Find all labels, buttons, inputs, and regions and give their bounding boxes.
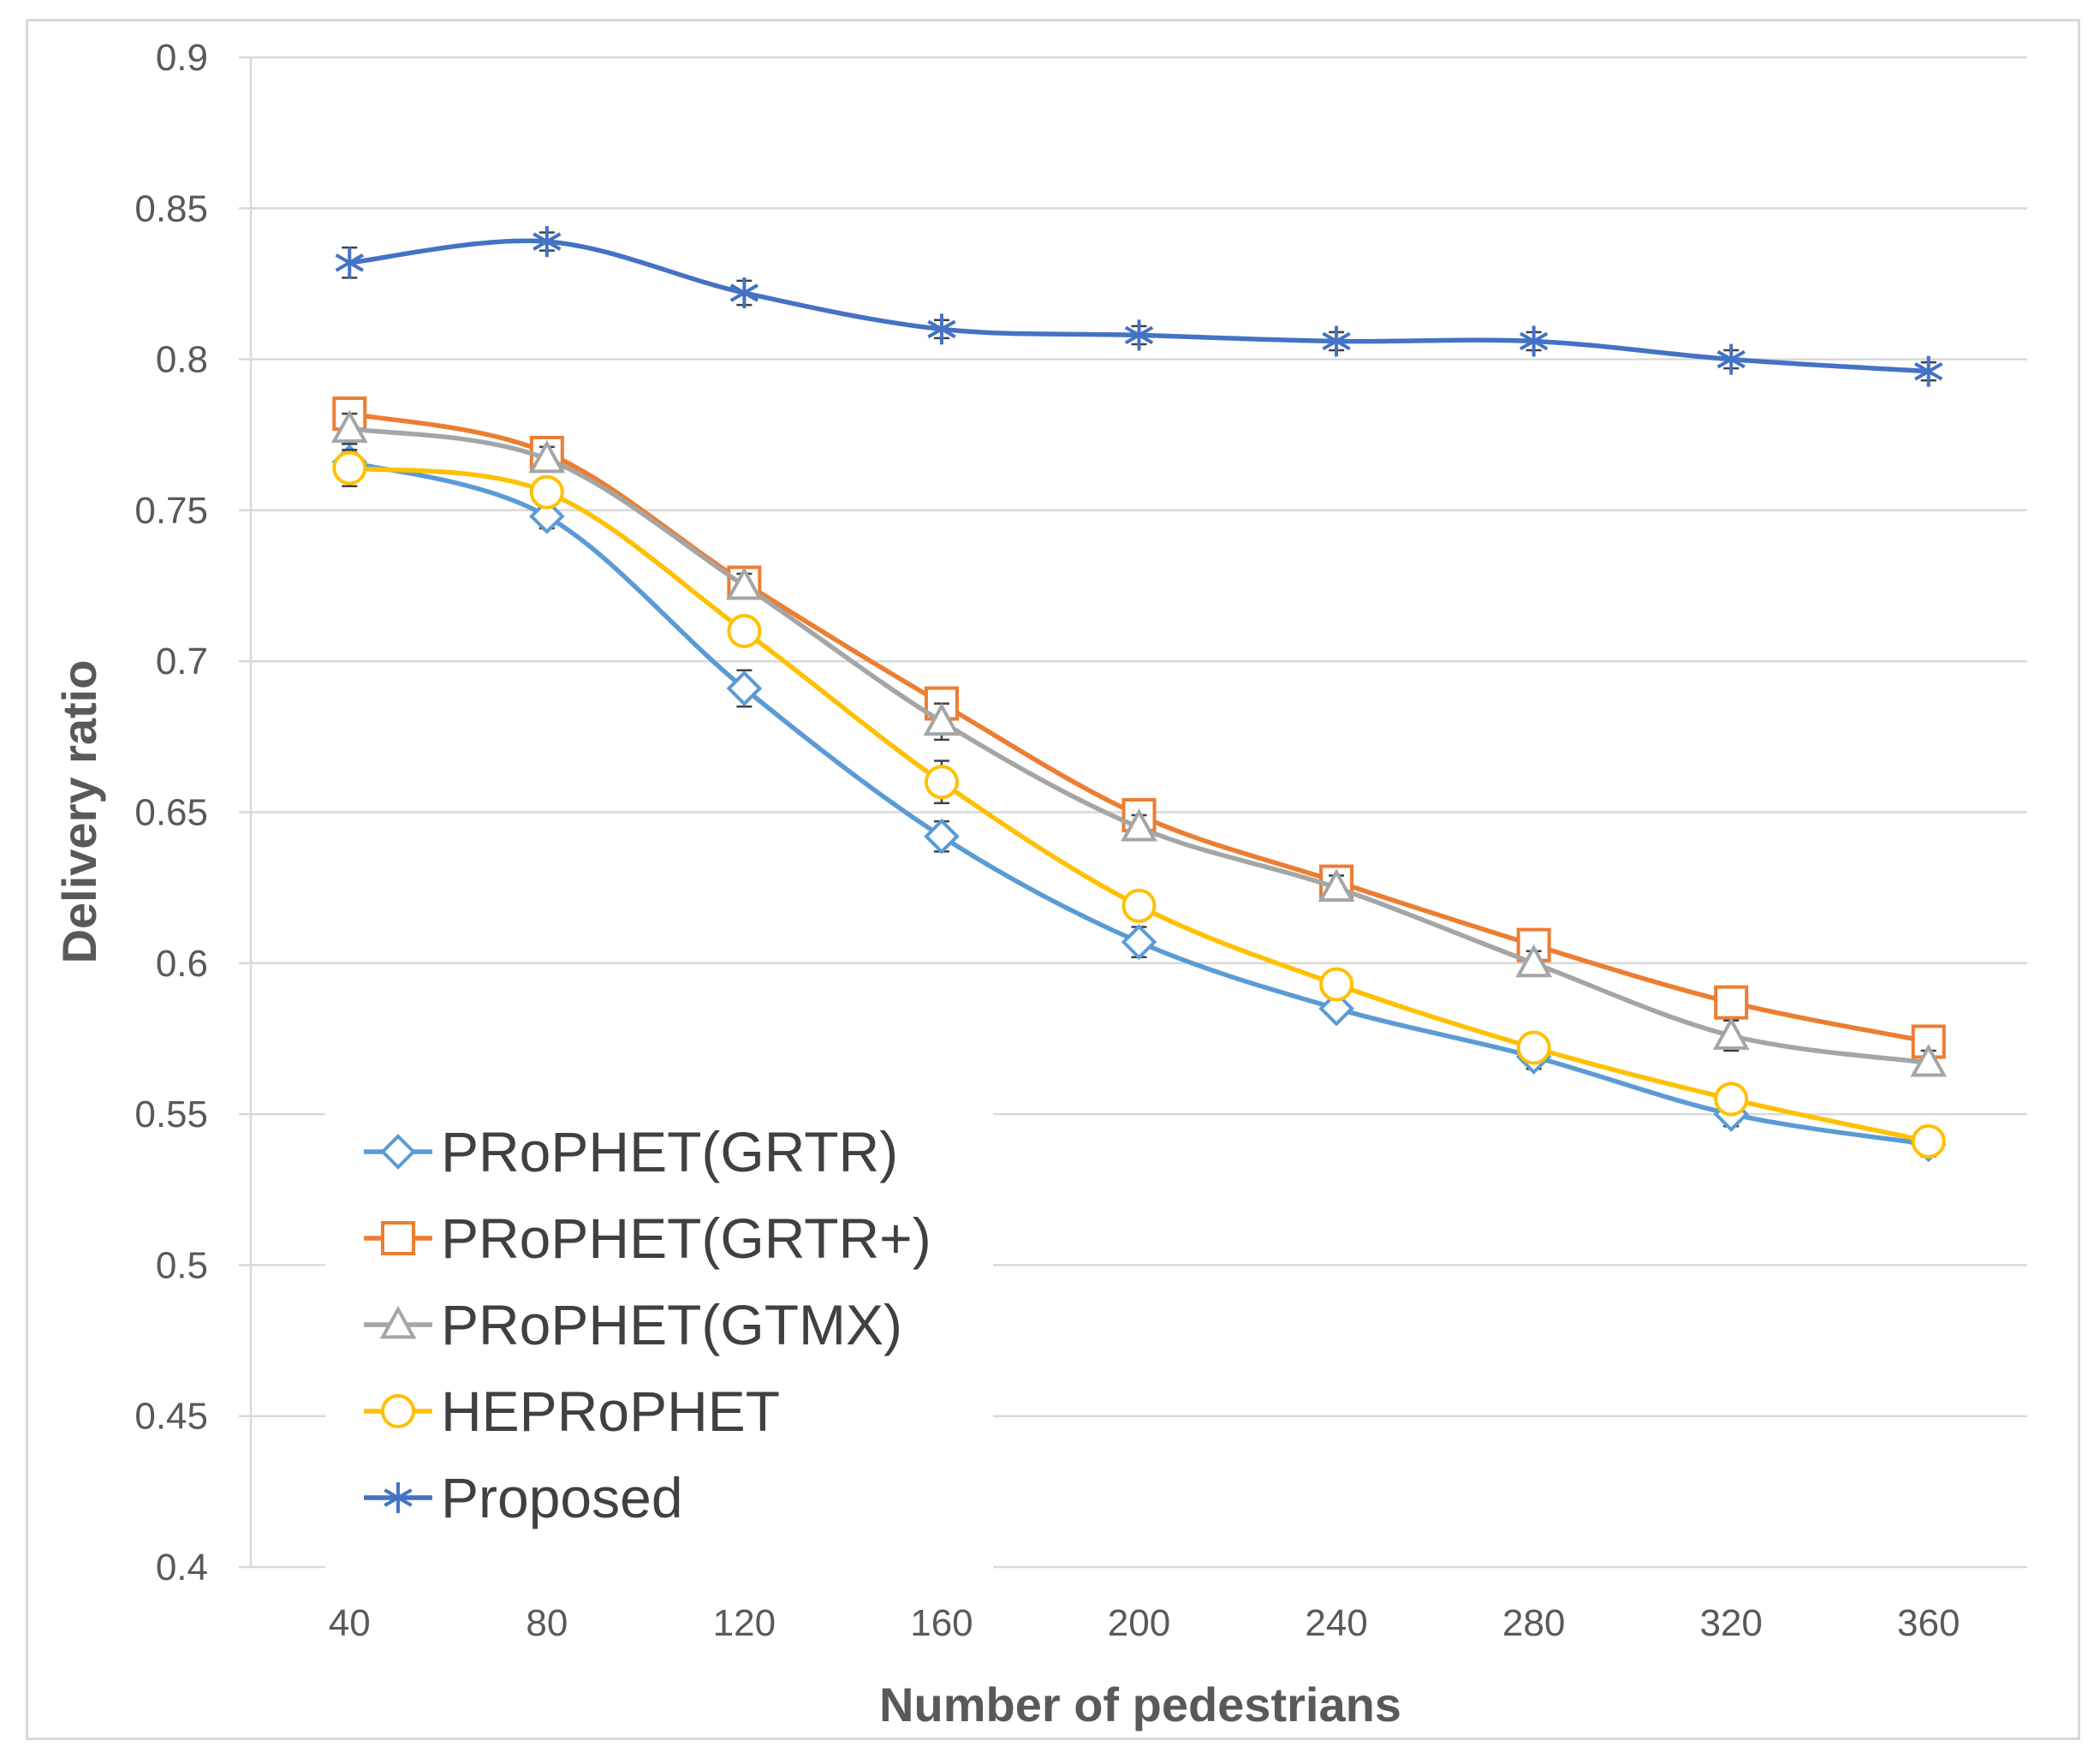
series-proposed: [335, 226, 1943, 387]
x-tick-label: 320: [1699, 1602, 1762, 1644]
data-point-circle: [332, 450, 367, 486]
legend-label: PRoPHET(GTMX): [441, 1293, 902, 1356]
x-tick-label: 40: [329, 1602, 371, 1644]
legend-item: Proposed: [364, 1466, 683, 1529]
series-layer: [330, 226, 1948, 1163]
y-tick-label: 0.8: [156, 339, 208, 381]
legend-item: PRoPHET(GRTR): [364, 1120, 898, 1183]
data-point-star: [1519, 325, 1549, 357]
legend-label: Proposed: [441, 1466, 683, 1529]
legend-background: [325, 1088, 993, 1576]
legend-label: PRoPHET(GRTR+): [441, 1207, 931, 1270]
data-point-star: [729, 277, 759, 309]
legend-item: PRoPHET(GRTR+): [364, 1207, 931, 1270]
data-point-triangle: [1910, 1044, 1948, 1077]
data-point-diamond: [529, 498, 565, 534]
data-point-diamond: [1121, 924, 1157, 960]
legend-marker-star: [384, 1482, 413, 1513]
data-point-diamond: [1318, 990, 1354, 1027]
data-point-star: [927, 313, 956, 345]
data-point-triangle: [923, 702, 961, 736]
data-point-square: [1714, 985, 1749, 1020]
data-point-circle: [529, 474, 564, 510]
data-point-circle: [727, 613, 762, 648]
data-point-diamond: [924, 818, 960, 855]
x-tick-label: 280: [1502, 1602, 1565, 1644]
data-point-triangle: [1515, 944, 1553, 978]
legend-label: PRoPHET(GRTR): [441, 1120, 898, 1183]
x-tick-label: 80: [526, 1602, 568, 1644]
y-tick-label: 0.5: [156, 1244, 208, 1286]
y-tick-label: 0.9: [156, 37, 208, 79]
y-tick-label: 0.4: [156, 1546, 208, 1588]
data-point-circle: [1121, 888, 1157, 923]
data-point-star: [1716, 343, 1746, 375]
x-tick-label: 360: [1897, 1602, 1960, 1644]
legend-item: HEPRoPHET: [364, 1380, 780, 1443]
y-tick-label: 0.7: [156, 641, 208, 682]
legend-item: PRoPHET(GTMX): [364, 1293, 902, 1356]
y-axis-title: Delivery ratio: [52, 660, 106, 964]
data-point-star: [335, 247, 364, 278]
legend-marker-square: [381, 1221, 415, 1255]
legend-marker-circle: [381, 1394, 415, 1428]
series-heprophet: [332, 449, 1946, 1159]
data-point-triangle: [330, 409, 368, 444]
x-tick-label: 120: [713, 1602, 776, 1644]
data-point-star: [1124, 319, 1154, 351]
x-tick-label: 160: [910, 1602, 973, 1644]
legend-label: HEPRoPHET: [441, 1380, 780, 1443]
y-tick-label: 0.6: [156, 943, 208, 985]
series-line: [348, 426, 1930, 1065]
x-tick-label: 240: [1305, 1602, 1367, 1644]
x-tick-label: 200: [1108, 1602, 1170, 1644]
data-point-star: [1322, 325, 1351, 357]
data-point-triangle: [1121, 808, 1157, 842]
data-point-circle: [1319, 967, 1354, 1002]
y-tick-label: 0.45: [134, 1396, 208, 1438]
series-line: [348, 238, 1929, 374]
legend: PRoPHET(GRTR) PRoPHET(GRTR+) PRoPHET(GTMX)…: [364, 1120, 931, 1529]
tick-layer: 0.4 0.45 0.5 0.55 0.6 0.65 0.7 0.75 0.8 0.85 0.9 40…: [134, 37, 1960, 1644]
y-tick-label: 0.55: [134, 1094, 208, 1135]
data-point-diamond: [726, 670, 763, 706]
data-point-circle: [1516, 1030, 1551, 1065]
series-prophet-gtmx-: [330, 409, 1948, 1077]
x-axis-title: Number of pedestrians: [879, 1678, 1401, 1731]
data-point-star: [532, 226, 562, 258]
data-point-circle: [1911, 1123, 1946, 1159]
data-point-triangle: [725, 566, 763, 600]
y-tick-label: 0.75: [134, 490, 208, 532]
y-tick-label: 0.85: [134, 188, 208, 229]
legend-marker-triangle: [379, 1305, 417, 1339]
data-point-circle: [924, 765, 959, 800]
data-point-circle: [1714, 1082, 1749, 1117]
data-point-triangle: [1318, 868, 1355, 903]
data-point-triangle: [528, 439, 566, 474]
data-point-star: [1914, 355, 1943, 387]
legend-marker-diamond: [380, 1134, 416, 1170]
data-point-triangle: [1712, 1016, 1750, 1050]
y-tick-label: 0.65: [134, 792, 208, 834]
